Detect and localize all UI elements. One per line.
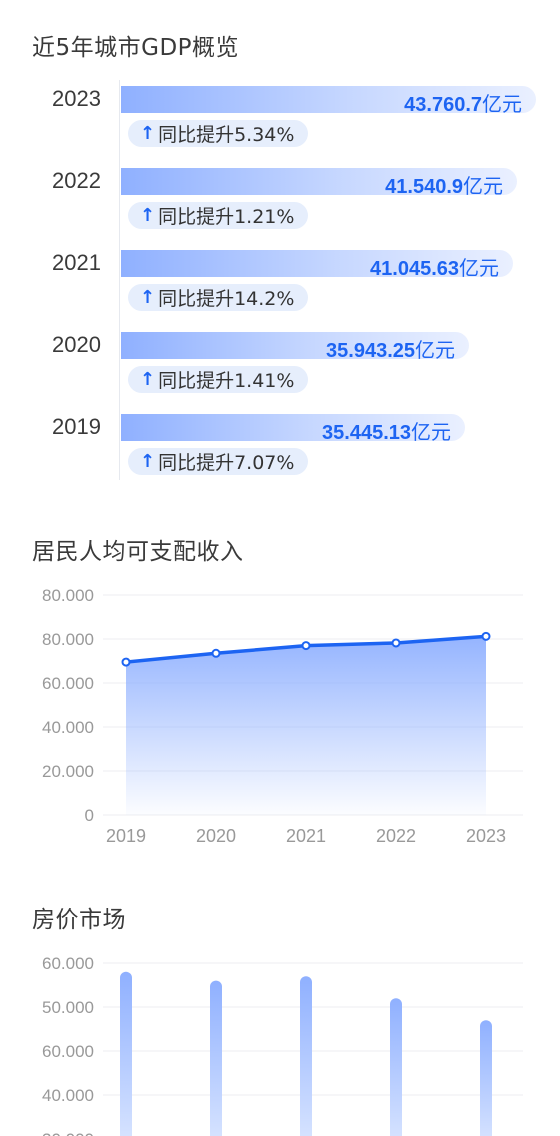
house-price-bar — [210, 980, 222, 1136]
gdp-value-label: 35.445.13亿元 — [322, 422, 451, 444]
gdp-growth-badge: ↑ 同比提升1.41% — [128, 366, 309, 393]
x-tick-label: 2022 — [376, 826, 416, 846]
income-point — [121, 657, 131, 667]
y-tick-label: 30.000 — [42, 1130, 94, 1136]
gdp-growth-text: 同比提升14.2% — [158, 288, 295, 310]
gdp-growth-badge: ↑ 同比提升7.07% — [128, 448, 309, 475]
arrow-up-icon: ↑ — [140, 451, 156, 472]
gdp-year-label: 2020 — [52, 332, 101, 357]
income-point — [301, 641, 311, 651]
income-point — [481, 631, 491, 641]
gdp-bar: 35.445.13亿元 — [121, 414, 465, 444]
gdp-growth-badge: ↑ 同比提升14.2% — [128, 284, 309, 311]
house-price-bar-chart: 60.000 50.000 60.000 40.000 30.000 — [42, 954, 523, 1136]
x-tick-label: 2019 — [106, 826, 146, 846]
x-tick-label: 2023 — [466, 826, 506, 846]
house-price-bar — [120, 971, 132, 1136]
x-tick-label: 2020 — [196, 826, 236, 846]
income-area-chart: 80.000 80.000 60.000 40.000 20.000 0 2019 2020… — [42, 586, 523, 846]
gdp-value-label: 43.760.7亿元 — [404, 94, 522, 116]
x-tick-label: 2021 — [286, 826, 326, 846]
gdp-growth-text: 同比提升1.21% — [158, 206, 295, 228]
y-tick-label: 40.000 — [42, 718, 94, 737]
gdp-row: 2020 35.943.25亿元 ↑ 同比提升1.41% — [0, 326, 560, 396]
gdp-growth-badge: ↑ 同比提升5.34% — [128, 120, 309, 147]
income-area-fill — [126, 636, 486, 815]
y-tick-label: 60.000 — [42, 954, 94, 973]
gdp-year-label: 2022 — [52, 168, 101, 193]
y-tick-label: 50.000 — [42, 998, 94, 1017]
house-price-bar — [300, 976, 312, 1136]
gdp-row: 2023 43.760.7亿元 ↑ 同比提升5.34% — [0, 80, 560, 150]
y-tick-label: 60.000 — [42, 1042, 94, 1061]
y-tick-label: 80.000 — [42, 630, 94, 649]
y-tick-label: 20.000 — [42, 762, 94, 781]
arrow-up-icon: ↑ — [140, 205, 156, 226]
gdp-value-label: 41.540.9亿元 — [385, 176, 503, 198]
income-section-title: 居民人均可支配收入 — [32, 539, 244, 565]
gdp-value-label: 35.943.25亿元 — [326, 340, 455, 362]
income-point — [211, 648, 221, 658]
gdp-section-title: 近5年城市GDP概览 — [32, 35, 240, 61]
gdp-row: 2021 41.045.63亿元 ↑ 同比提升14.2% — [0, 244, 560, 314]
house-price-bar — [480, 1020, 492, 1136]
gdp-axis-line — [119, 80, 120, 480]
arrow-up-icon: ↑ — [140, 287, 156, 308]
house-price-bar — [390, 998, 402, 1136]
y-tick-label: 60.000 — [42, 674, 94, 693]
y-tick-label: 40.000 — [42, 1086, 94, 1105]
arrow-up-icon: ↑ — [140, 123, 156, 144]
gdp-bar: 41.540.9亿元 — [121, 168, 517, 198]
gdp-growth-text: 同比提升5.34% — [158, 124, 295, 146]
gdp-growth-badge: ↑ 同比提升1.21% — [128, 202, 309, 229]
gdp-row: 2019 35.445.13亿元 ↑ 同比提升7.07% — [0, 408, 560, 478]
gdp-bar: 43.760.7亿元 — [121, 86, 536, 116]
gdp-bar: 41.045.63亿元 — [121, 250, 513, 280]
gdp-bar-chart: 2023 43.760.7亿元 ↑ 同比提升5.34% 2022 41.540.9亿元 ↑ 同… — [0, 80, 560, 480]
house-section-title: 房价市场 — [32, 907, 126, 933]
gdp-year-label: 2023 — [52, 86, 101, 111]
gdp-year-label: 2021 — [52, 250, 101, 275]
arrow-up-icon: ↑ — [140, 369, 156, 390]
gdp-row: 2022 41.540.9亿元 ↑ 同比提升1.21% — [0, 162, 560, 232]
gdp-growth-text: 同比提升1.41% — [158, 370, 295, 392]
y-tick-label: 80.000 — [42, 586, 94, 605]
gdp-year-label: 2019 — [52, 414, 101, 439]
gdp-value-label: 41.045.63亿元 — [370, 258, 499, 280]
y-tick-label: 0 — [85, 806, 94, 825]
income-point — [391, 638, 401, 648]
gdp-growth-text: 同比提升7.07% — [158, 452, 295, 474]
gdp-bar: 35.943.25亿元 — [121, 332, 469, 362]
